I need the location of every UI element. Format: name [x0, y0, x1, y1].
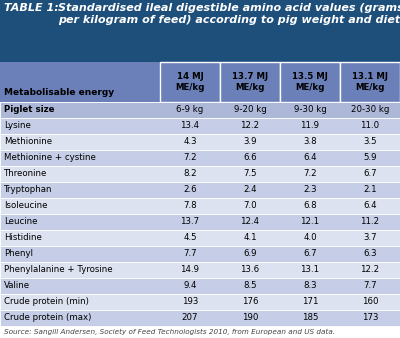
Text: Tryptophan: Tryptophan: [4, 186, 52, 194]
Text: 6.4: 6.4: [363, 201, 377, 211]
Text: Histidine: Histidine: [4, 234, 42, 242]
Bar: [0, 182, 400, 198]
Bar: [0, 150, 400, 166]
Text: Valine: Valine: [4, 282, 30, 290]
Text: Methionine + cystine: Methionine + cystine: [4, 153, 96, 163]
Text: 7.8: 7.8: [183, 201, 197, 211]
Bar: [0, 262, 400, 278]
Bar: [0, 62, 400, 102]
Bar: [0, 198, 400, 214]
Text: 171: 171: [302, 297, 318, 307]
Text: 7.7: 7.7: [183, 249, 197, 259]
Text: Phenyl: Phenyl: [4, 249, 33, 259]
Text: 176: 176: [242, 297, 258, 307]
Text: 2.4: 2.4: [243, 186, 257, 194]
Text: 13.7: 13.7: [180, 217, 200, 226]
Text: 6.6: 6.6: [243, 153, 257, 163]
Text: 2.3: 2.3: [303, 186, 317, 194]
Text: 4.1: 4.1: [243, 234, 257, 242]
Text: 190: 190: [242, 314, 258, 322]
Text: 12.2: 12.2: [360, 266, 380, 274]
Text: 14 MJ
ME/kg: 14 MJ ME/kg: [175, 72, 205, 92]
Text: 11.0: 11.0: [360, 121, 380, 130]
Text: Piglet size: Piglet size: [4, 105, 54, 115]
Text: 7.2: 7.2: [303, 169, 317, 178]
Text: 13.4: 13.4: [180, 121, 200, 130]
Text: 7.2: 7.2: [183, 153, 197, 163]
Bar: [0, 230, 400, 246]
Text: Crude protein (min): Crude protein (min): [4, 297, 89, 307]
Text: 13.1: 13.1: [300, 266, 320, 274]
Text: 4.3: 4.3: [183, 138, 197, 146]
Text: 4.5: 4.5: [183, 234, 197, 242]
Text: 6.3: 6.3: [363, 249, 377, 259]
Text: 11.2: 11.2: [360, 217, 380, 226]
Bar: [0, 134, 400, 150]
Text: 173: 173: [362, 314, 378, 322]
Text: 8.5: 8.5: [243, 282, 257, 290]
Text: 8.3: 8.3: [303, 282, 317, 290]
Text: 3.8: 3.8: [303, 138, 317, 146]
Bar: [160, 62, 220, 102]
Bar: [0, 294, 400, 310]
Text: Crude protein (max): Crude protein (max): [4, 314, 91, 322]
Text: 20-30 kg: 20-30 kg: [351, 105, 389, 115]
Text: 6.9: 6.9: [243, 249, 257, 259]
Text: 9-20 kg: 9-20 kg: [234, 105, 266, 115]
Text: 6.8: 6.8: [303, 201, 317, 211]
Text: 12.4: 12.4: [240, 217, 260, 226]
Text: Metabolisable energy: Metabolisable energy: [4, 88, 114, 97]
Text: 3.7: 3.7: [363, 234, 377, 242]
Text: 11.9: 11.9: [300, 121, 320, 130]
Text: TABLE 1:: TABLE 1:: [4, 3, 59, 13]
Text: 6-9 kg: 6-9 kg: [176, 105, 204, 115]
Text: 2.6: 2.6: [183, 186, 197, 194]
Text: 12.1: 12.1: [300, 217, 320, 226]
Bar: [0, 166, 400, 182]
Bar: [0, 0, 400, 62]
Text: Phenylalanine + Tyrosine: Phenylalanine + Tyrosine: [4, 266, 113, 274]
Text: Lysine: Lysine: [4, 121, 31, 130]
Bar: [0, 278, 400, 294]
Text: 4.0: 4.0: [303, 234, 317, 242]
Text: 7.0: 7.0: [243, 201, 257, 211]
Text: Methionine: Methionine: [4, 138, 52, 146]
Text: 6.7: 6.7: [303, 249, 317, 259]
Bar: [0, 118, 400, 134]
Text: 14.9: 14.9: [180, 266, 200, 274]
Text: 6.4: 6.4: [303, 153, 317, 163]
Text: 12.2: 12.2: [240, 121, 260, 130]
Bar: [340, 62, 400, 102]
Bar: [0, 246, 400, 262]
Text: 13.7 MJ
ME/kg: 13.7 MJ ME/kg: [232, 72, 268, 92]
Bar: [220, 62, 280, 102]
Text: 160: 160: [362, 297, 378, 307]
Text: Leucine: Leucine: [4, 217, 38, 226]
Text: 6.7: 6.7: [363, 169, 377, 178]
Text: 207: 207: [182, 314, 198, 322]
Text: Standardised ileal digestible amino acid values (grams
per kilogram of feed) acc: Standardised ileal digestible amino acid…: [58, 3, 400, 25]
Text: 9-30 kg: 9-30 kg: [294, 105, 326, 115]
Text: 3.5: 3.5: [363, 138, 377, 146]
Text: Threonine: Threonine: [4, 169, 47, 178]
Text: 13.1 MJ
ME/kg: 13.1 MJ ME/kg: [352, 72, 388, 92]
Text: 9.4: 9.4: [183, 282, 197, 290]
Text: 13.5 MJ
ME/kg: 13.5 MJ ME/kg: [292, 72, 328, 92]
Bar: [280, 62, 340, 102]
Text: 7.7: 7.7: [363, 282, 377, 290]
Text: Isoleucine: Isoleucine: [4, 201, 48, 211]
Text: 193: 193: [182, 297, 198, 307]
Bar: [0, 310, 400, 326]
Text: 5.9: 5.9: [363, 153, 377, 163]
Bar: [0, 102, 400, 118]
Text: 7.5: 7.5: [243, 169, 257, 178]
Text: 3.9: 3.9: [243, 138, 257, 146]
Text: 13.6: 13.6: [240, 266, 260, 274]
Text: 8.2: 8.2: [183, 169, 197, 178]
Text: 185: 185: [302, 314, 318, 322]
Text: 2.1: 2.1: [363, 186, 377, 194]
Text: Source: Sangill Andersen, Society of Feed Technologists 2010, from European and : Source: Sangill Andersen, Society of Fee…: [4, 329, 335, 335]
Bar: [0, 214, 400, 230]
